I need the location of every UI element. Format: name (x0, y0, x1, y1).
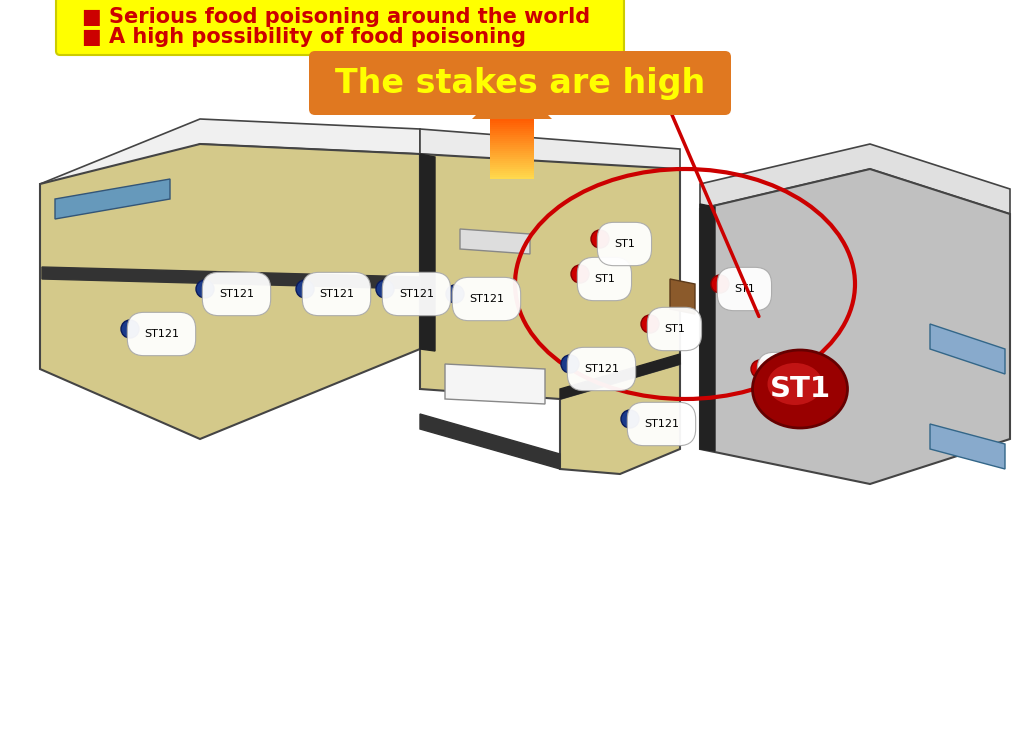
Circle shape (591, 230, 609, 248)
Bar (490, 171, 534, 173)
Polygon shape (55, 179, 170, 219)
Bar (490, 151, 534, 153)
Text: ST121: ST121 (399, 289, 434, 299)
Bar (490, 123, 534, 125)
Bar (490, 121, 534, 123)
Polygon shape (420, 154, 435, 351)
Text: ST1: ST1 (594, 274, 614, 284)
Polygon shape (42, 267, 420, 289)
Bar (490, 135, 534, 137)
Bar (490, 139, 534, 141)
Text: ST121: ST121 (219, 289, 254, 299)
Circle shape (376, 280, 394, 298)
Bar (490, 175, 534, 177)
FancyBboxPatch shape (56, 0, 624, 55)
Circle shape (571, 265, 589, 283)
Bar (490, 119, 534, 121)
Text: ST121: ST121 (144, 329, 179, 339)
Bar (490, 163, 534, 165)
Polygon shape (40, 144, 420, 439)
Text: ST1: ST1 (734, 284, 755, 294)
Polygon shape (700, 144, 1010, 214)
Bar (490, 173, 534, 175)
Text: ST121: ST121 (469, 294, 504, 304)
Bar (490, 145, 534, 147)
Text: ST121: ST121 (644, 419, 679, 429)
Text: The stakes are high: The stakes are high (335, 67, 706, 100)
Polygon shape (420, 414, 560, 469)
Text: ST121: ST121 (584, 364, 618, 374)
Text: ST1: ST1 (664, 324, 685, 334)
Bar (490, 149, 534, 151)
Text: ST1: ST1 (614, 239, 635, 249)
Bar (490, 143, 534, 145)
Circle shape (621, 410, 639, 428)
Bar (490, 137, 534, 139)
Polygon shape (670, 279, 695, 314)
Circle shape (711, 275, 729, 293)
Circle shape (196, 280, 214, 298)
Bar (490, 125, 534, 127)
Bar (490, 129, 534, 131)
Polygon shape (930, 324, 1005, 374)
Bar (490, 169, 534, 171)
Bar (490, 177, 534, 179)
Bar (490, 159, 534, 161)
Bar (490, 141, 534, 143)
Ellipse shape (768, 363, 822, 405)
Text: ST1: ST1 (774, 369, 795, 379)
Circle shape (751, 360, 769, 378)
Bar (490, 161, 534, 163)
Circle shape (296, 280, 314, 298)
Bar (490, 157, 534, 159)
Polygon shape (930, 424, 1005, 469)
Bar (490, 147, 534, 149)
Polygon shape (445, 364, 545, 404)
Bar (490, 167, 534, 169)
Circle shape (641, 315, 659, 333)
Polygon shape (560, 354, 680, 399)
Circle shape (561, 355, 579, 373)
Bar (490, 153, 534, 155)
Text: ■ Serious food poisoning around the world: ■ Serious food poisoning around the worl… (82, 7, 590, 27)
Bar (490, 131, 534, 133)
Polygon shape (420, 154, 680, 399)
Ellipse shape (753, 350, 848, 428)
Bar (490, 165, 534, 167)
Text: ST121: ST121 (319, 289, 354, 299)
Polygon shape (460, 229, 530, 254)
FancyBboxPatch shape (309, 51, 731, 115)
Circle shape (121, 320, 139, 338)
Text: ST1: ST1 (769, 375, 830, 403)
Polygon shape (700, 169, 1010, 484)
Bar (490, 127, 534, 129)
Polygon shape (472, 79, 552, 119)
Bar (490, 133, 534, 135)
Polygon shape (560, 364, 680, 474)
Circle shape (446, 285, 464, 303)
Text: ■ A high possibility of food poisoning: ■ A high possibility of food poisoning (82, 27, 526, 47)
Bar (490, 155, 534, 157)
Polygon shape (420, 129, 680, 174)
Polygon shape (40, 119, 420, 209)
Polygon shape (700, 204, 715, 451)
